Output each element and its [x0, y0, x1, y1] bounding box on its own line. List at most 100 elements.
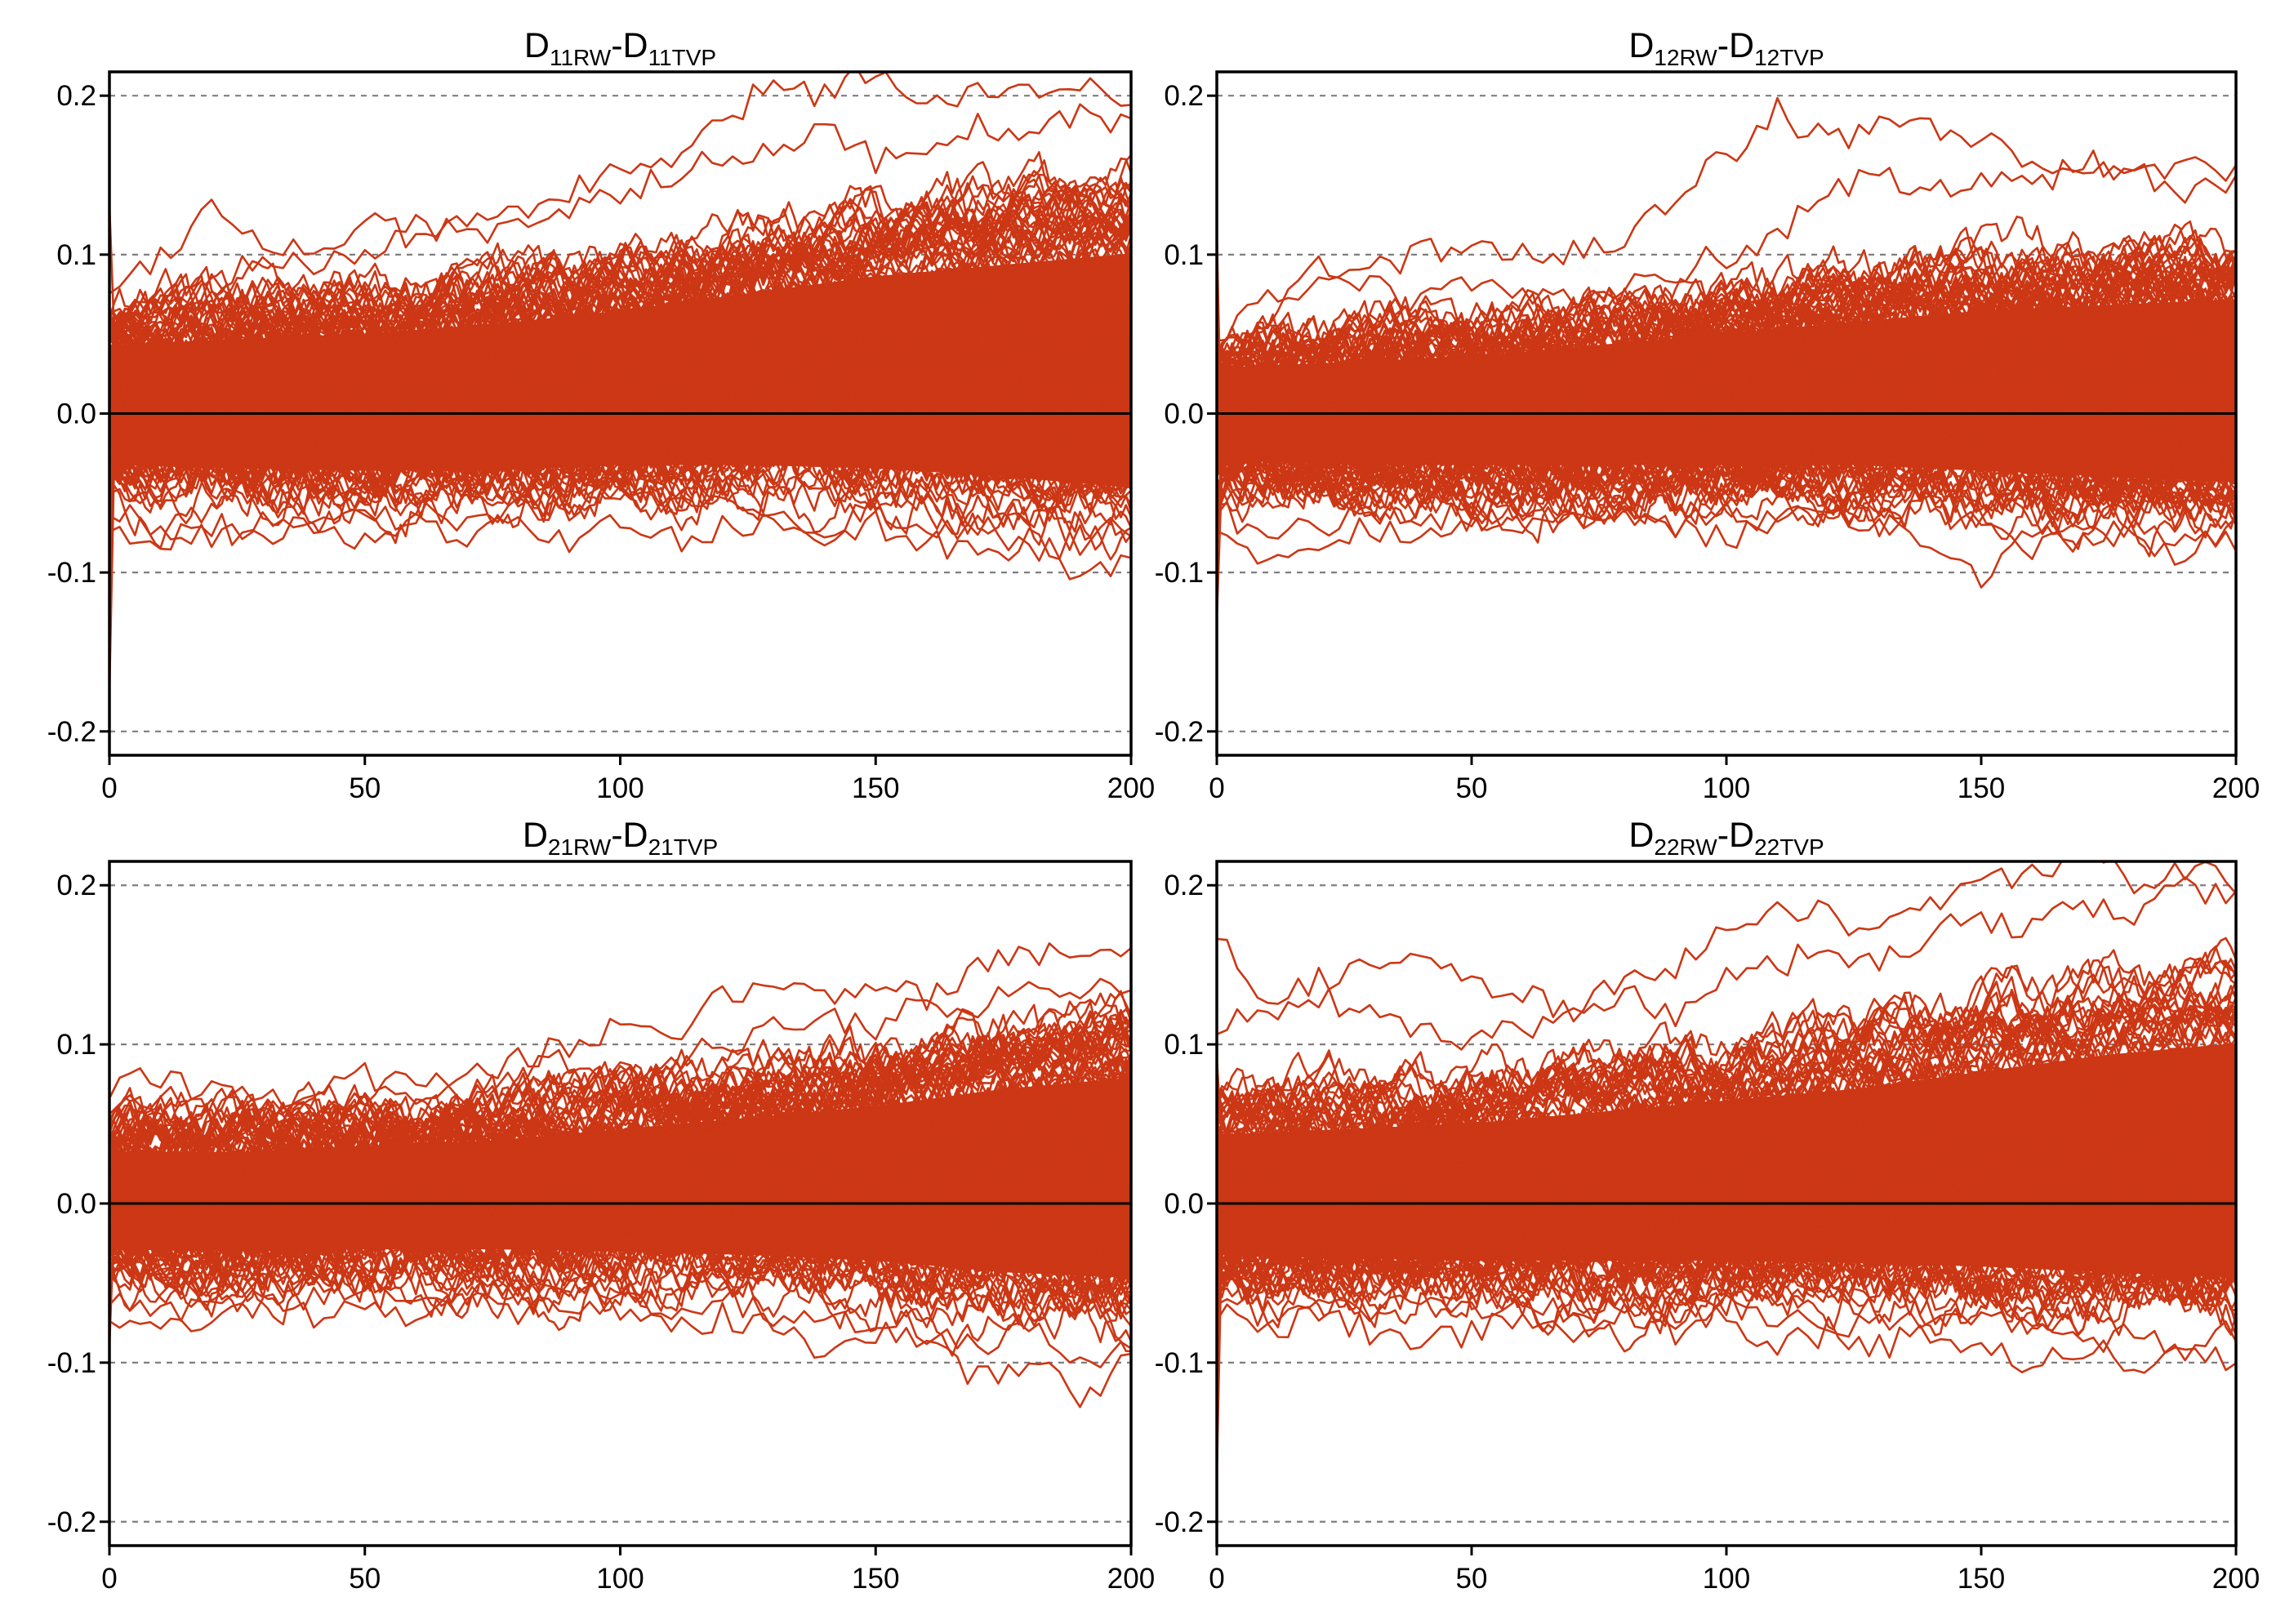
panel-d22: -0.2 -0.1 0.0 0.1 0.2 0 50 100 150 200 D22RW-D22TV…	[1155, 816, 2261, 1595]
y-tick-label: -0.2	[47, 716, 96, 748]
series-path	[1217, 1030, 2236, 1193]
series-path	[109, 1186, 1131, 1291]
series-path-outlier	[1217, 494, 2236, 566]
series-path	[1217, 277, 2236, 400]
series-path	[1217, 1181, 2236, 1289]
series-path-outlier	[109, 977, 1131, 1122]
series-path-outlier	[1217, 149, 2236, 358]
x-tick-label: 50	[1456, 1563, 1488, 1595]
series-path	[1217, 1239, 2236, 1336]
x-tick-label: 0	[101, 772, 117, 804]
series-path	[109, 1215, 1131, 1319]
x-tick-label: 50	[349, 1563, 381, 1595]
series-path	[109, 380, 1131, 478]
series-path	[1217, 1222, 2236, 1306]
y-tick-label: 0.0	[56, 1188, 96, 1220]
y-tick-label: 0.2	[56, 80, 96, 112]
x-tick-label: 200	[1107, 772, 1155, 804]
y-tick-label: 0.0	[1164, 1188, 1204, 1220]
x-tick-label: 150	[852, 772, 899, 804]
y-tick-label: -0.1	[47, 1347, 96, 1379]
series-path	[109, 405, 1131, 507]
series-path	[109, 420, 1131, 527]
series-path	[1217, 1201, 2236, 1298]
x-tick-label: 200	[1107, 1563, 1155, 1595]
series-path	[1217, 305, 2236, 417]
series-path	[109, 193, 1131, 352]
series-path-outlier	[1217, 96, 2236, 342]
series-path-outlier	[109, 1288, 1131, 1408]
plot-area	[109, 942, 1131, 1408]
panel-title: D12RW-D12TVP	[1628, 26, 1824, 70]
series-path	[109, 1061, 1131, 1188]
series-path	[109, 174, 1131, 679]
y-tick-label: -0.1	[47, 557, 96, 589]
series-path	[1217, 428, 2236, 550]
y-tick-label: 0.2	[1164, 80, 1204, 112]
series-path	[1217, 1052, 2236, 1182]
series-path	[1217, 410, 2236, 507]
series-path	[109, 1208, 1131, 1295]
panel-d12: -0.2 -0.1 0.0 0.1 0.2 0 50 100 150 200 D12RW-D12TV…	[1155, 26, 2261, 804]
series-path	[109, 413, 1131, 505]
x-tick-label: 50	[349, 772, 381, 804]
series-path	[109, 279, 1131, 418]
panel-title: D22RW-D22TVP	[1628, 816, 1824, 860]
series-path	[1217, 442, 2236, 618]
x-tick-label: 100	[1703, 1563, 1750, 1595]
series-path-outlier	[1217, 861, 2236, 1023]
series-path	[109, 1078, 1131, 1198]
series-path	[109, 1166, 1131, 1249]
series-path	[1217, 289, 2236, 425]
y-tick-label: 0.0	[1164, 398, 1204, 430]
series-path	[109, 1199, 1131, 1326]
series-path	[109, 269, 1131, 405]
series-path	[1217, 323, 2236, 441]
series-path	[109, 176, 1131, 327]
series-path	[1217, 960, 2236, 1165]
series-path	[109, 992, 1131, 1163]
series-path-outlier	[109, 72, 1131, 295]
panel-d21: -0.2 -0.1 0.0 0.1 0.2 0 50 100 150 200 D21RW-D21TV…	[47, 816, 1156, 1595]
series-path	[109, 438, 1131, 545]
panel-title: D11RW-D11TVP	[524, 26, 716, 70]
series-path	[109, 211, 1131, 379]
y-tick-label: 0.1	[56, 239, 96, 271]
series-path	[109, 151, 1131, 363]
series-path	[109, 224, 1131, 360]
y-tick-label: -0.2	[1155, 716, 1204, 748]
series-path	[109, 1083, 1131, 1217]
series-path	[1217, 248, 2236, 388]
series-path	[1217, 251, 2236, 429]
series-path	[109, 276, 1131, 410]
series-path	[1217, 1212, 2236, 1297]
series-path	[109, 1217, 1131, 1307]
panel-title: D21RW-D21TVP	[523, 816, 718, 860]
series-path	[109, 404, 1131, 493]
series-path	[109, 300, 1131, 411]
y-tick-label: -0.1	[1155, 557, 1204, 589]
series-path-outlier	[1217, 497, 2236, 589]
x-tick-label: 0	[1209, 1563, 1224, 1595]
series-path	[1217, 438, 2236, 531]
series-path	[1217, 376, 2236, 469]
series-path	[1217, 1019, 2236, 1195]
x-tick-label: 200	[2212, 1563, 2260, 1595]
series-path	[109, 1153, 1131, 1243]
x-tick-label: 150	[852, 1563, 899, 1595]
series-path-outlier	[109, 509, 1131, 581]
series-path	[1217, 1048, 2236, 1202]
series-path	[109, 380, 1131, 493]
y-tick-label: -0.2	[47, 1506, 96, 1538]
series-path	[109, 1182, 1131, 1262]
x-tick-label: 150	[1958, 772, 2005, 804]
x-tick-label: 0	[101, 1563, 117, 1595]
series-path	[1217, 391, 2236, 474]
y-tick-label: 0.1	[1164, 239, 1204, 271]
y-tick-label: -0.2	[1155, 1506, 1204, 1538]
series-path	[1217, 994, 2236, 1168]
series-path	[109, 454, 1131, 561]
series-path	[1217, 1136, 2236, 1256]
x-tick-label: 100	[1703, 772, 1750, 804]
